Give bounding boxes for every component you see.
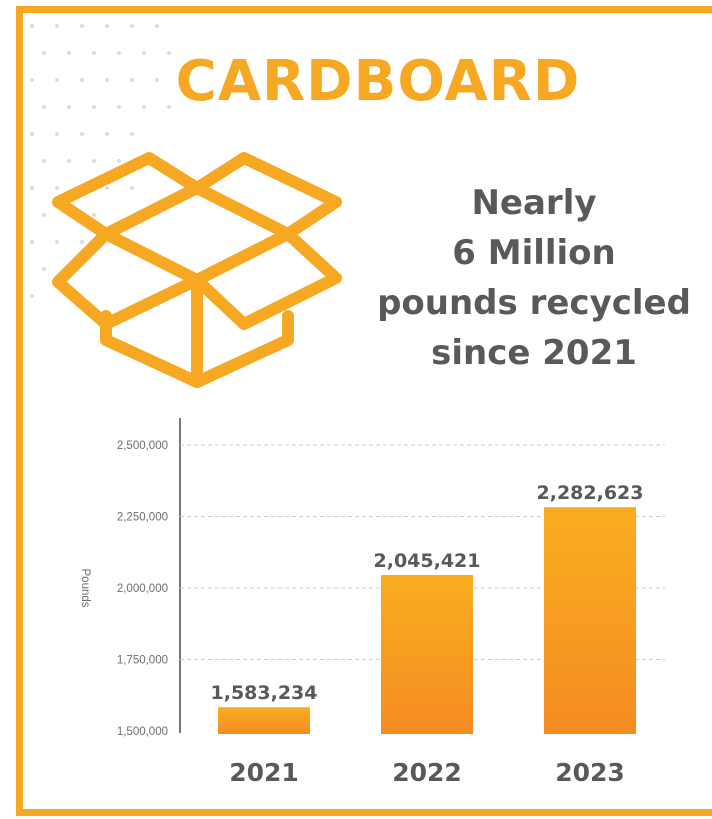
decorative-dot [117, 51, 121, 55]
decorative-dot [80, 132, 84, 136]
decorative-dot [55, 240, 59, 244]
bar-2023 [544, 507, 636, 734]
decorative-dot [155, 24, 159, 28]
headline-line-4: since 2021 [431, 333, 637, 373]
decorative-dot [30, 132, 34, 136]
decorative-dot [130, 24, 134, 28]
decorative-dot [142, 51, 146, 55]
x-tick-label: 2023 [555, 758, 625, 787]
decorative-dot [105, 132, 109, 136]
decorative-dot [30, 240, 34, 244]
decorative-dot [55, 24, 59, 28]
decorative-dot [105, 78, 109, 82]
decorative-dot [155, 78, 159, 82]
bar-2022 [381, 575, 473, 734]
decorative-dot [117, 105, 121, 109]
decorative-dot [67, 159, 71, 163]
decorative-dot [42, 267, 46, 271]
y-tick-label: 1,750,000 [117, 655, 168, 667]
y-tick-label: 2,000,000 [117, 583, 168, 595]
y-axis-label: Pounds [79, 568, 91, 607]
decorative-dot [30, 24, 34, 28]
decorative-dot [80, 24, 84, 28]
decorative-dot [92, 105, 96, 109]
decorative-dot [67, 51, 71, 55]
bar-2021 [218, 707, 310, 734]
decorative-dot [130, 186, 134, 190]
y-tick-label: 2,500,000 [117, 440, 168, 452]
bar-value-label: 2,282,623 [537, 482, 644, 504]
x-tick-label: 2022 [392, 758, 462, 787]
decorative-dot [80, 78, 84, 82]
headline-line-1: Nearly [471, 183, 597, 223]
open-box-icon [52, 152, 342, 388]
decorative-dot [92, 159, 96, 163]
decorative-dot [142, 105, 146, 109]
decorative-dot [80, 240, 84, 244]
headline-line-2: 6 Million [452, 233, 616, 273]
decorative-dot [117, 159, 121, 163]
decorative-dot [130, 78, 134, 82]
decorative-dot [55, 186, 59, 190]
decorative-dot [30, 294, 34, 298]
headline-block: Nearly 6 Million pounds recycled since 2… [356, 178, 712, 378]
y-tick-label: 2,250,000 [117, 512, 168, 524]
decorative-dot [130, 132, 134, 136]
bar-value-label: 1,583,234 [211, 682, 318, 704]
headline-line-3: pounds recycled [377, 283, 691, 323]
decorative-dot [42, 213, 46, 217]
decorative-dot [167, 105, 171, 109]
y-tick-label: 1,500,000 [117, 726, 168, 738]
decorative-dot [30, 78, 34, 82]
bar-value-label: 2,045,421 [374, 550, 481, 572]
decorative-dot [167, 51, 171, 55]
decorative-dot [92, 51, 96, 55]
decorative-dot [105, 186, 109, 190]
decorative-dot [30, 186, 34, 190]
decorative-dot [55, 132, 59, 136]
infographic-frame [16, 6, 712, 816]
decorative-dot [105, 24, 109, 28]
decorative-dot [42, 51, 46, 55]
decorative-dot [92, 213, 96, 217]
x-tick-label: 2021 [229, 758, 299, 787]
decorative-dot [42, 159, 46, 163]
decorative-dot [67, 105, 71, 109]
decorative-dot [55, 78, 59, 82]
page-title: CARDBOARD [175, 49, 581, 114]
decorative-dot [42, 105, 46, 109]
decorative-dot-pattern [30, 24, 171, 298]
